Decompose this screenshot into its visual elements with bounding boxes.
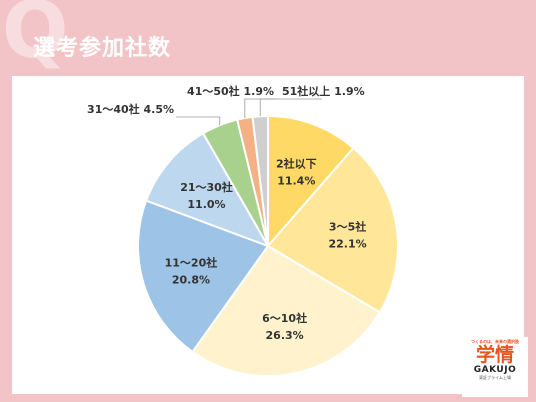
logo-tagline: つくるのは、未来の選択肢	[471, 339, 519, 344]
logo-mark: 学情	[475, 344, 514, 366]
slice-category-label: 11～20社	[165, 256, 218, 270]
slice-value-label: 11.0%	[187, 198, 225, 211]
slice-value-label: 11.4%	[277, 175, 315, 188]
slice-value-label: 26.3%	[266, 329, 304, 342]
gakujo-logo: つくるのは、未来の選択肢 学情 GAKUJO 東証プライム上場	[462, 337, 528, 397]
logo-name: GAKUJO	[473, 365, 517, 375]
pie-chart: 2社以下 11.4% 3～5社 22.1% 6～10社 26.3% 11～20社 20.8% 2…	[87, 84, 399, 377]
slice-2	[191, 244, 382, 377]
slice-category-label: 3～5社	[329, 219, 366, 233]
pie-slices	[137, 114, 399, 377]
slice-0	[267, 114, 355, 249]
slice-category-label: 21～30社	[180, 180, 233, 194]
slice-labels: 2社以下 11.4% 3～5社 22.1% 6～10社 26.3% 11～20社 20.8% 2…	[87, 84, 367, 342]
slice-outside-label: 51社以上 1.9%	[282, 84, 365, 98]
leader-lines	[176, 98, 322, 126]
slice-value-label: 20.8%	[172, 274, 210, 287]
slice-3	[137, 199, 270, 354]
slice-4	[144, 131, 271, 248]
slice-category-label: 6～10社	[262, 311, 307, 325]
watermark-q-letter: Q	[2, 0, 69, 76]
slice-outside-label: 41～50社 1.9%	[187, 84, 274, 98]
slice-category-label: 2社以下	[276, 157, 317, 171]
logo-sub: 東証プライム上場	[479, 375, 511, 380]
slice-value-label: 22.1%	[328, 237, 366, 250]
leader-line	[176, 116, 221, 126]
chart-panel: 2社以下 11.4% 3～5社 22.1% 6～10社 26.3% 11～20社 20.8% 2…	[12, 76, 524, 394]
page-title: 選考参加社数	[33, 36, 172, 61]
slice-1	[266, 146, 399, 314]
slice-outside-label: 31～40社 4.5%	[87, 102, 174, 116]
leader-line	[259, 98, 322, 117]
